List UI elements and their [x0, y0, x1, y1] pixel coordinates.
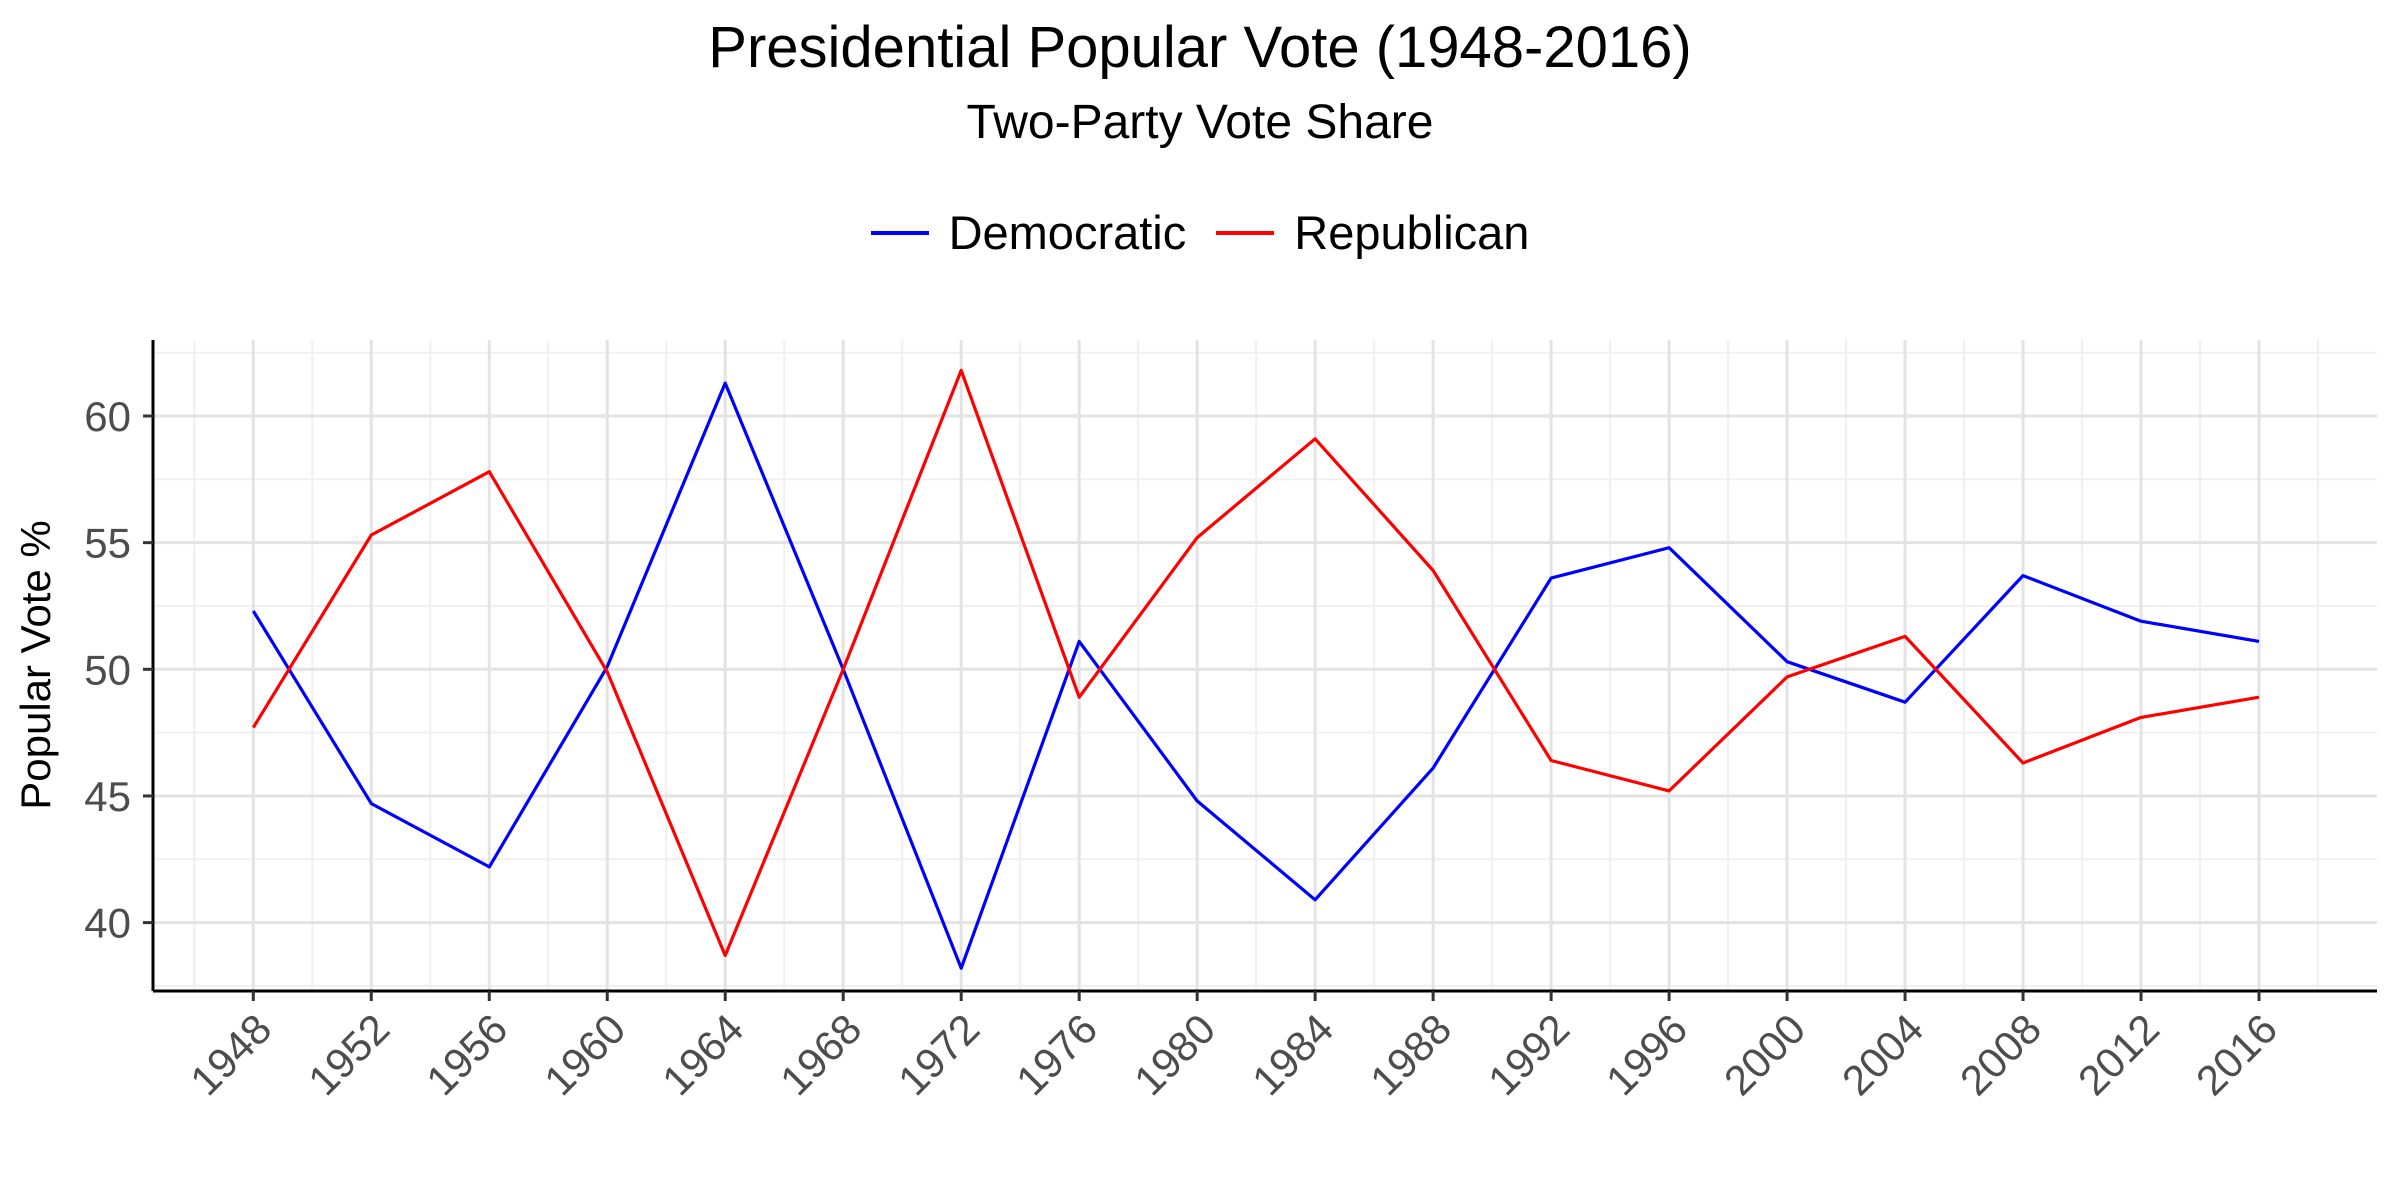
x-tick-label: 1968	[771, 1005, 870, 1104]
x-tick-label: 2016	[2187, 1005, 2286, 1104]
x-tick-label: 1996	[1597, 1005, 1696, 1104]
x-tick-label: 1984	[1243, 1005, 1342, 1104]
x-tick-label: 1960	[535, 1005, 634, 1104]
x-tick-label: 1952	[299, 1005, 398, 1104]
series-line-democratic	[251, 381, 2260, 970]
x-tick-label: 1980	[1125, 1005, 1224, 1104]
chart-subtitle: Two-Party Vote Share	[966, 96, 1434, 149]
y-tick-label: 40	[84, 900, 131, 947]
minor-gridlines	[153, 340, 2377, 991]
x-tick-label: 1972	[889, 1005, 988, 1104]
x-tick-label: 2012	[2069, 1005, 2168, 1104]
legend: Democratic Republican	[0, 205, 2400, 260]
x-ticks: 1948 1952 1956 1960 1964 1968 1972 1976 1980 1984…	[181, 991, 2286, 1104]
legend-label-republican: Republican	[1294, 206, 1530, 259]
legend-item-democratic: Democratic	[870, 205, 1187, 260]
legend-key-democratic	[870, 230, 929, 235]
y-tick-label: 50	[84, 646, 131, 693]
series-lines	[251, 368, 2260, 970]
x-tick-label: 1956	[417, 1005, 516, 1104]
legend-item-republican: Republican	[1216, 205, 1529, 260]
x-tick-label: 1948	[181, 1005, 280, 1104]
x-tick-label: 1976	[1007, 1005, 1106, 1104]
major-gridlines	[153, 340, 2377, 991]
chart-title: Presidential Popular Vote (1948-2016)	[708, 15, 1692, 80]
x-tick-label: 2004	[1833, 1005, 1932, 1104]
legend-key-republican	[1216, 230, 1275, 235]
x-tick-label: 1992	[1479, 1005, 1578, 1104]
legend-label-democratic: Democratic	[948, 206, 1187, 259]
y-tick-label: 55	[84, 520, 131, 567]
series-line-republican	[251, 368, 2260, 958]
x-tick-label: 1988	[1361, 1005, 1460, 1104]
y-tick-label: 60	[84, 393, 131, 440]
y-tick-label: 45	[84, 773, 131, 820]
x-tick-label: 2000	[1715, 1005, 1814, 1104]
y-axis-label: Popular Vote %	[12, 520, 59, 810]
y-ticks: 40 45 50 55 60	[84, 393, 153, 947]
x-tick-label: 2008	[1951, 1005, 2050, 1104]
x-tick-label: 1964	[653, 1005, 752, 1104]
